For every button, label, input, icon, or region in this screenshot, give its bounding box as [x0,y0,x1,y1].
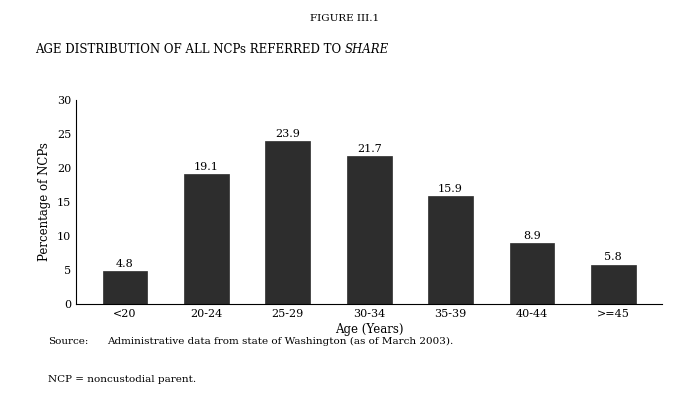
Bar [510,244,554,304]
Bar [347,156,391,304]
Bar [591,264,635,304]
Text: 21.7: 21.7 [357,144,382,154]
Bar [428,196,473,304]
Text: 23.9: 23.9 [275,129,300,140]
Bar [184,174,228,304]
Text: 15.9: 15.9 [438,184,463,194]
Text: 8.9: 8.9 [523,231,541,242]
Y-axis label: Percentage of NCPs: Percentage of NCPs [38,142,51,262]
Text: Administrative data from state of Washington (as of March 2003).: Administrative data from state of Washin… [107,337,453,346]
Bar [103,271,148,304]
Text: AGE DISTRIBUTION OF ALL NCPs REFERRED TO: AGE DISTRIBUTION OF ALL NCPs REFERRED TO [35,43,345,56]
Text: SHARE: SHARE [345,43,389,56]
Text: 5.8: 5.8 [604,253,622,262]
X-axis label: Age (Years): Age (Years) [335,323,404,336]
Text: NCP = noncustodial parent.: NCP = noncustodial parent. [48,375,197,384]
Text: 19.1: 19.1 [194,162,219,172]
Text: FIGURE III.1: FIGURE III.1 [310,14,380,23]
Text: Source:: Source: [48,337,89,346]
Bar [266,142,310,304]
Text: 4.8: 4.8 [116,259,134,269]
